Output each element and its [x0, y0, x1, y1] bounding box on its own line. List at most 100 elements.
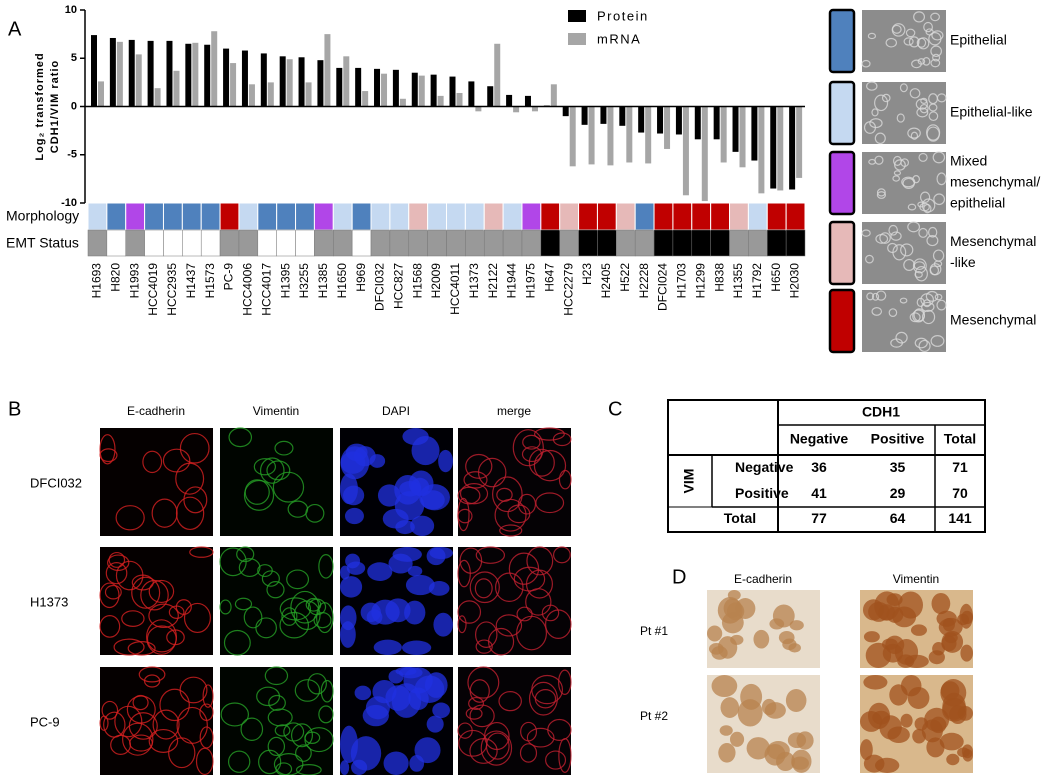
cell	[871, 307, 883, 316]
cell	[410, 515, 435, 536]
table-row-label: Total	[724, 510, 756, 526]
cell	[189, 546, 214, 558]
cell	[521, 446, 543, 463]
cell	[900, 713, 913, 728]
y-axis-label: CDH1/VIM ratio	[49, 60, 61, 153]
cell	[944, 632, 958, 644]
morphology-cell	[615, 202, 636, 231]
cell	[923, 299, 931, 308]
cell	[892, 244, 907, 261]
cell	[240, 717, 264, 741]
cell	[255, 617, 277, 639]
morphology-cell	[540, 202, 561, 231]
bar	[506, 94, 513, 107]
cell	[558, 738, 572, 773]
cell	[891, 24, 902, 34]
emt-status-cell	[446, 229, 466, 257]
bar	[475, 106, 482, 112]
cell	[148, 603, 179, 629]
cell	[457, 497, 470, 532]
bar	[355, 67, 362, 107]
bar	[569, 106, 576, 167]
cell	[340, 451, 366, 474]
bar	[657, 106, 664, 134]
bar	[626, 106, 633, 163]
cell	[399, 481, 422, 497]
cell	[179, 676, 208, 704]
cell	[492, 476, 523, 513]
cell	[960, 644, 973, 662]
cell	[350, 736, 382, 771]
bar	[796, 106, 803, 178]
cell	[279, 611, 310, 639]
cell	[290, 723, 313, 748]
cell	[283, 722, 305, 742]
cell	[892, 606, 917, 628]
emt-status-cell	[785, 229, 806, 257]
cell	[405, 574, 435, 596]
cell	[905, 28, 916, 38]
cell	[872, 710, 890, 725]
legend-box	[828, 150, 856, 216]
x-tick-label: H1437	[184, 263, 198, 299]
bar	[298, 57, 305, 107]
cell	[930, 335, 945, 347]
cell	[220, 702, 250, 727]
table-cell: 29	[890, 485, 906, 501]
cell	[528, 448, 555, 477]
bar	[128, 39, 135, 107]
micrograph	[99, 546, 214, 656]
cell	[904, 654, 929, 668]
bar	[399, 98, 406, 107]
morphology-cell	[370, 202, 391, 231]
x-tick-label: H1944	[505, 263, 519, 299]
y-tick-label: -10	[61, 197, 77, 209]
cell	[865, 254, 874, 264]
bar	[675, 106, 682, 135]
cell	[917, 37, 930, 50]
cell	[558, 669, 572, 695]
cell	[354, 685, 372, 701]
legend-label: epithelial	[950, 195, 1005, 211]
morphology-cell	[596, 202, 617, 231]
cell	[921, 309, 936, 325]
morphology-cell	[257, 202, 278, 231]
cell	[183, 486, 208, 514]
cell	[402, 428, 429, 446]
cell	[346, 561, 366, 575]
cell	[199, 726, 214, 749]
table-row-label: Negative	[735, 459, 794, 475]
cell	[152, 709, 180, 740]
cell	[179, 432, 210, 464]
x-tick-label: H1568	[410, 263, 424, 299]
cell	[159, 688, 190, 722]
cell	[717, 597, 743, 624]
image-frame	[100, 428, 213, 536]
cell	[234, 597, 253, 611]
cell	[148, 579, 175, 604]
cell	[863, 631, 880, 643]
cell	[266, 581, 285, 599]
cell	[899, 83, 908, 93]
x-tick-label: H1993	[127, 263, 141, 299]
legend-label: mesenchymal/	[950, 174, 1040, 190]
cell	[138, 666, 166, 683]
cell	[520, 721, 538, 742]
x-tick-label: H1975	[524, 263, 538, 299]
cell	[918, 339, 931, 353]
micrograph	[860, 590, 973, 668]
cell	[889, 684, 908, 706]
cell	[875, 290, 887, 301]
table-cell: 141	[948, 510, 972, 526]
bar	[135, 54, 142, 107]
cell	[912, 728, 926, 744]
cell	[737, 699, 763, 727]
cell	[932, 249, 945, 262]
emt-status-cell	[653, 229, 674, 257]
emt-status-cell	[238, 229, 259, 257]
cell	[99, 582, 120, 609]
x-tick-label: H23	[580, 263, 594, 285]
micrograph	[862, 81, 947, 145]
bar	[430, 74, 437, 107]
cell	[910, 624, 927, 636]
